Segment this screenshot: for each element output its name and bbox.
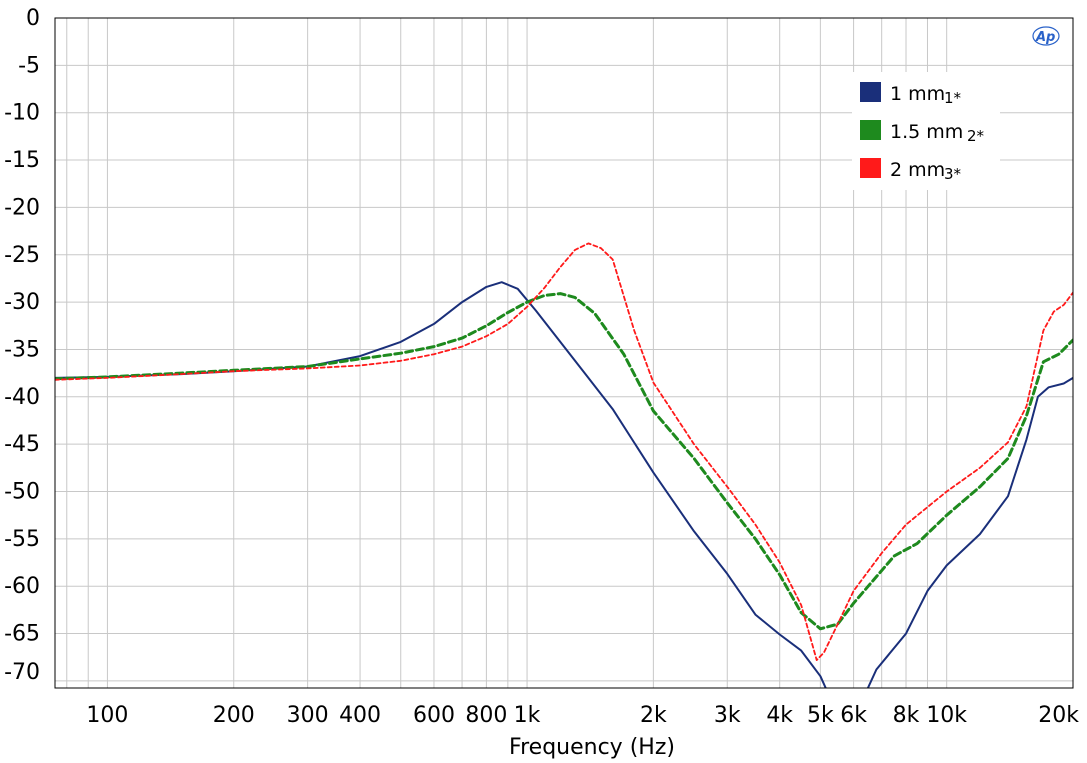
x-axis-ticks: 100 200 300 400 600 800 1k 2k 3k 4k 5k 6k 8k 10k 20k bbox=[86, 703, 1079, 728]
legend-entry-label: 1.5 mm bbox=[890, 121, 963, 143]
x-tick-label: 3k bbox=[714, 703, 741, 728]
x-tick-label: 100 bbox=[86, 703, 128, 728]
x-tick-label: 8k bbox=[893, 703, 920, 728]
y-tick-label: -45 bbox=[4, 432, 40, 457]
y-tick-label: 0 bbox=[26, 6, 40, 31]
series-line-2-mm bbox=[55, 242, 1073, 661]
legend-entry-tag: 3* bbox=[944, 165, 962, 183]
x-tick-label: 10k bbox=[926, 703, 967, 728]
x-tick-label: 400 bbox=[339, 703, 381, 728]
x-tick-label: 800 bbox=[465, 703, 507, 728]
y-tick-label: -60 bbox=[4, 574, 40, 599]
series-line-1-mm bbox=[55, 281, 1073, 688]
y-tick-label: -35 bbox=[4, 337, 40, 362]
legend-entry-label: 2 mm bbox=[890, 159, 945, 181]
legend: 1 mm1* 1.5 mm 2* 2 mm3* bbox=[852, 72, 1000, 190]
x-tick-label: 20k bbox=[1038, 703, 1079, 728]
series-lines bbox=[55, 242, 1073, 688]
ap-logo-text: Ap bbox=[1035, 30, 1055, 45]
legend-swatch bbox=[860, 158, 881, 178]
x-tick-label: 200 bbox=[213, 703, 255, 728]
y-axis-ticks: 0 -5 -10 -15 -20 -25 -30 -35 -40 -45 -50 -55 -60 -65 -… bbox=[4, 6, 40, 685]
x-axis-label: Frequency (Hz) bbox=[509, 735, 675, 760]
legend-entry-label: 1 mm bbox=[890, 83, 945, 105]
y-tick-label: -30 bbox=[4, 290, 40, 315]
y-tick-label: -50 bbox=[4, 480, 40, 505]
y-tick-label: -10 bbox=[4, 101, 40, 126]
y-tick-label: -65 bbox=[4, 622, 40, 647]
x-tick-label: 4k bbox=[766, 703, 793, 728]
y-tick-label: -20 bbox=[4, 195, 40, 220]
grid bbox=[55, 18, 1073, 688]
y-tick-label: -15 bbox=[4, 148, 40, 173]
x-tick-label: 5k bbox=[807, 703, 834, 728]
legend-swatch bbox=[860, 120, 881, 140]
x-tick-label: 2k bbox=[640, 703, 667, 728]
x-tick-label: 1k bbox=[514, 703, 541, 728]
legend-swatch bbox=[860, 82, 881, 102]
y-tick-label: -5 bbox=[18, 53, 40, 78]
plot-frame bbox=[54, 17, 1074, 689]
ap-logo: Ap bbox=[1032, 26, 1060, 46]
x-tick-label: 600 bbox=[413, 703, 455, 728]
series-line-1-5-mm bbox=[55, 292, 1073, 631]
y-tick-label: -55 bbox=[4, 527, 40, 552]
legend-entry-tag: 2* bbox=[967, 127, 985, 145]
y-tick-label: -40 bbox=[4, 385, 40, 410]
x-tick-label: 6k bbox=[840, 703, 867, 728]
y-tick-label: -70 bbox=[4, 660, 40, 685]
y-tick-label: -25 bbox=[4, 243, 40, 268]
x-tick-label: 300 bbox=[287, 703, 329, 728]
legend-entry-tag: 1* bbox=[944, 89, 962, 107]
